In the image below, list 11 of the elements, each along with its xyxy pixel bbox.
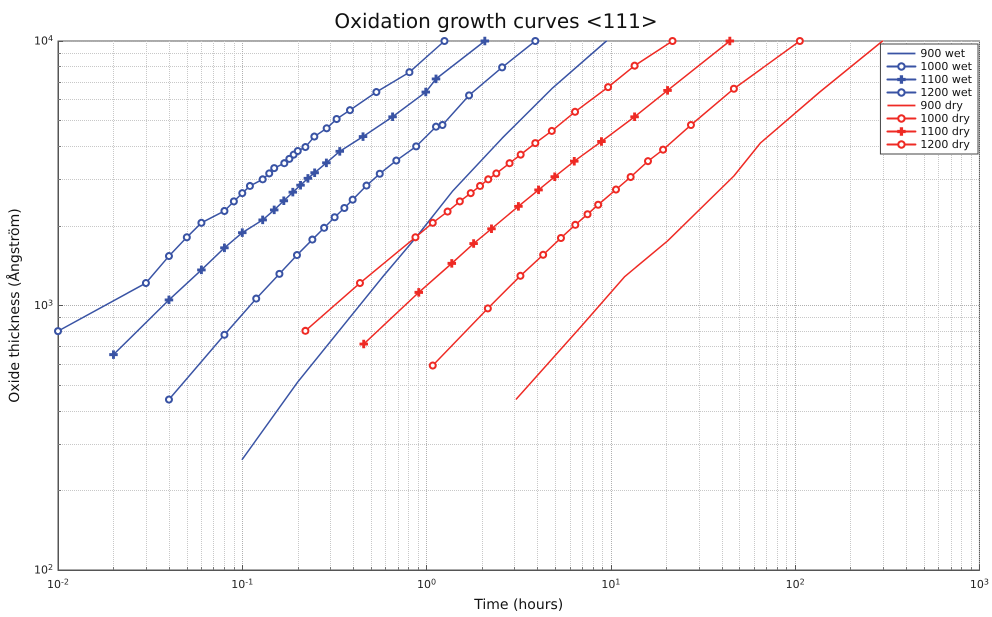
legend-label: 1000 wet (920, 60, 973, 73)
legend-label: 1100 wet (920, 73, 973, 86)
x-axis-title: Time (hours) (473, 597, 564, 613)
legend-label: 1200 wet (920, 86, 973, 99)
legend-label: 1000 dry (920, 112, 970, 125)
legend-label: 1100 dry (920, 125, 970, 138)
legend-label: 1200 dry (920, 138, 970, 151)
legend-label: 900 dry (920, 99, 964, 112)
chart-title: Oxidation growth curves <111> (334, 9, 658, 33)
legend-label: 900 wet (920, 47, 966, 60)
y-axis-title: Oxide thickness (Ångström) (6, 208, 23, 403)
